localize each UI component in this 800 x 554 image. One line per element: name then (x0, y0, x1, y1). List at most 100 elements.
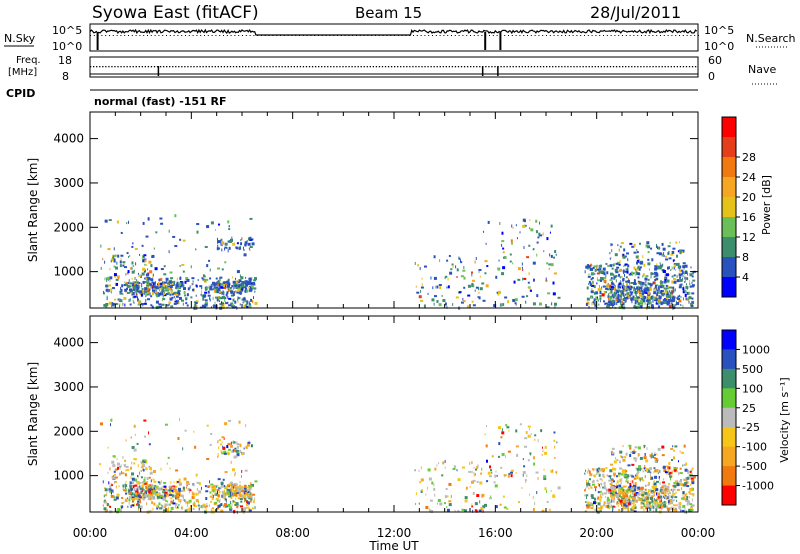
echo-cell (658, 285, 660, 289)
echo-cell (232, 500, 235, 503)
echo-cell (676, 254, 679, 258)
nsearch-dot (686, 35, 688, 36)
echo-cell (192, 289, 195, 292)
freq-label-line1: Freq. (16, 55, 41, 66)
echo-cell (472, 509, 474, 513)
echo-cell (484, 260, 488, 263)
echo-cell (643, 263, 646, 267)
echo-cell (415, 502, 417, 505)
echo-cell (480, 472, 483, 475)
echo-cell (626, 252, 630, 255)
echo-cell (176, 496, 180, 499)
echo-cell (137, 494, 141, 498)
echo-cell (146, 291, 149, 294)
echo-cell (134, 490, 136, 493)
echo-cell (195, 473, 198, 476)
echo-cell (663, 469, 667, 473)
echo-cell (673, 280, 677, 284)
echo-cell (653, 275, 655, 278)
echo-cell (690, 483, 692, 486)
echo-cell (671, 288, 673, 291)
echo-cell (620, 296, 622, 300)
echo-cell (656, 245, 658, 249)
echo-cell (112, 455, 116, 458)
nsearch-dot (185, 35, 186, 36)
nave-dot (649, 66, 651, 68)
echo-cell (243, 253, 247, 257)
echo-cell (594, 468, 596, 471)
echo-cell (455, 296, 459, 299)
echo-cell (150, 304, 153, 307)
echo-cell (637, 276, 640, 279)
echo-cell (633, 282, 637, 286)
echo-cell (640, 489, 644, 492)
echo-cell (219, 282, 221, 285)
echo-cell (522, 473, 524, 477)
echo-cell (160, 268, 164, 271)
echo-cell (686, 277, 688, 281)
echo-cell (163, 292, 166, 296)
nave-dot (506, 66, 508, 68)
echo-cell (499, 221, 501, 225)
echo-cell (145, 460, 148, 464)
echo-cell (668, 250, 670, 254)
nave-dot (211, 66, 213, 68)
echo-cell (622, 492, 626, 496)
echo-cell (178, 490, 181, 493)
echo-cell (557, 486, 561, 490)
nsearch-dot (530, 35, 532, 36)
echo-cell (425, 506, 429, 510)
echo-cell (218, 490, 221, 493)
echo-cell (671, 499, 675, 502)
nsearch-dot (679, 35, 680, 36)
echo-cell (131, 293, 134, 296)
colorbar-swatch (722, 117, 736, 138)
echo-cell (131, 477, 135, 481)
echo-cell (596, 498, 598, 501)
echo-cell (653, 501, 655, 505)
echo-cell (611, 452, 615, 455)
echo-cell (676, 274, 678, 278)
echo-cell (118, 485, 120, 488)
nsearch-dot (337, 35, 338, 36)
echo-cell (541, 509, 545, 512)
nave-dot (418, 66, 420, 68)
nave-dot (150, 66, 153, 68)
freq-tick-low: 8 (62, 70, 69, 83)
echo-cell (649, 301, 652, 305)
echo-cell (664, 277, 667, 280)
echo-cell (433, 483, 435, 487)
echo-cell (611, 293, 613, 297)
echo-cell (104, 487, 107, 490)
echo-cell (638, 286, 640, 290)
echo-cell (116, 261, 118, 265)
echo-cell (224, 246, 227, 249)
echo-cell (654, 460, 657, 463)
echo-cell (603, 485, 606, 489)
echo-cell (207, 290, 210, 294)
colorbar-swatch (722, 177, 736, 198)
echo-cell (217, 240, 219, 244)
echo-cell (146, 281, 148, 284)
echo-cell (691, 481, 695, 485)
echo-cell (621, 469, 625, 473)
echo-cell (433, 302, 435, 306)
echo-cell (127, 220, 129, 224)
echo-cell (111, 476, 115, 480)
echo-cell (588, 470, 590, 473)
echo-cell (512, 299, 516, 303)
echo-cell (241, 469, 243, 473)
echo-cell (191, 277, 195, 280)
echo-cell (162, 295, 164, 298)
echo-cell (244, 498, 247, 502)
echo-cell (598, 483, 600, 487)
echo-cell (433, 295, 437, 298)
echo-cell (241, 490, 245, 493)
echo-cell (195, 492, 198, 496)
echo-cell (644, 283, 647, 287)
echo-cell (652, 281, 654, 285)
echo-cell (171, 489, 174, 492)
echo-cell (196, 223, 200, 226)
echo-cell (128, 498, 131, 502)
echo-cell (103, 303, 107, 307)
